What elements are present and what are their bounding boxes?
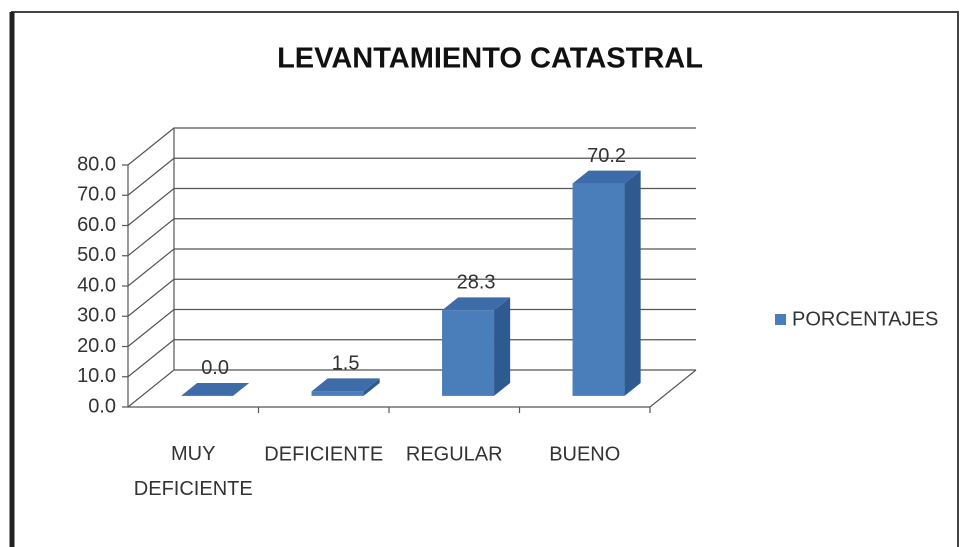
data-label: 70.2 [587,145,626,167]
y-tick-label: 60.0 [77,214,116,236]
data-label: 1.5 [332,353,360,375]
grid-line [127,157,696,196]
bar-top [311,378,380,392]
bar [572,183,625,396]
bar [442,310,495,396]
bar [311,391,364,396]
bar-side [363,378,380,396]
x-tick-label: BUENO [549,443,620,465]
grid-line [127,248,696,287]
y-tick-label: 40.0 [77,274,116,296]
chart-title: LEVANTAMIENTO CATASTRAL [277,43,703,75]
y-tick-label: 70.0 [77,184,116,206]
x-tick-label: DEFICIENTE [264,443,383,465]
y-tick-label: 50.0 [77,244,116,266]
bar-side [624,170,641,396]
data-label: 0.0 [201,357,229,379]
legend-label: PORCENTAJES [792,308,938,330]
bar-top [442,297,511,311]
y-tick-label: 0.0 [88,395,116,417]
y-tick-label: 10.0 [77,365,116,387]
grid-line [127,278,696,317]
y-tick-label: 30.0 [77,305,116,327]
legend-swatch [775,314,786,325]
data-label: 28.3 [457,272,496,294]
y-tick-label: 80.0 [77,153,116,175]
bar-top [181,382,250,396]
bar-top [572,170,641,184]
grid-line [127,127,696,166]
y-tick-label: 20.0 [77,335,116,357]
x-tick-label: MUY DEFICIENTE [134,443,253,500]
grid-line [127,339,696,378]
x-tick-label: REGULAR [406,443,503,465]
grid-line [127,369,696,408]
grid-line [127,308,696,347]
grid-line [127,187,696,226]
bar-side [494,297,511,396]
grid-line [127,218,696,257]
